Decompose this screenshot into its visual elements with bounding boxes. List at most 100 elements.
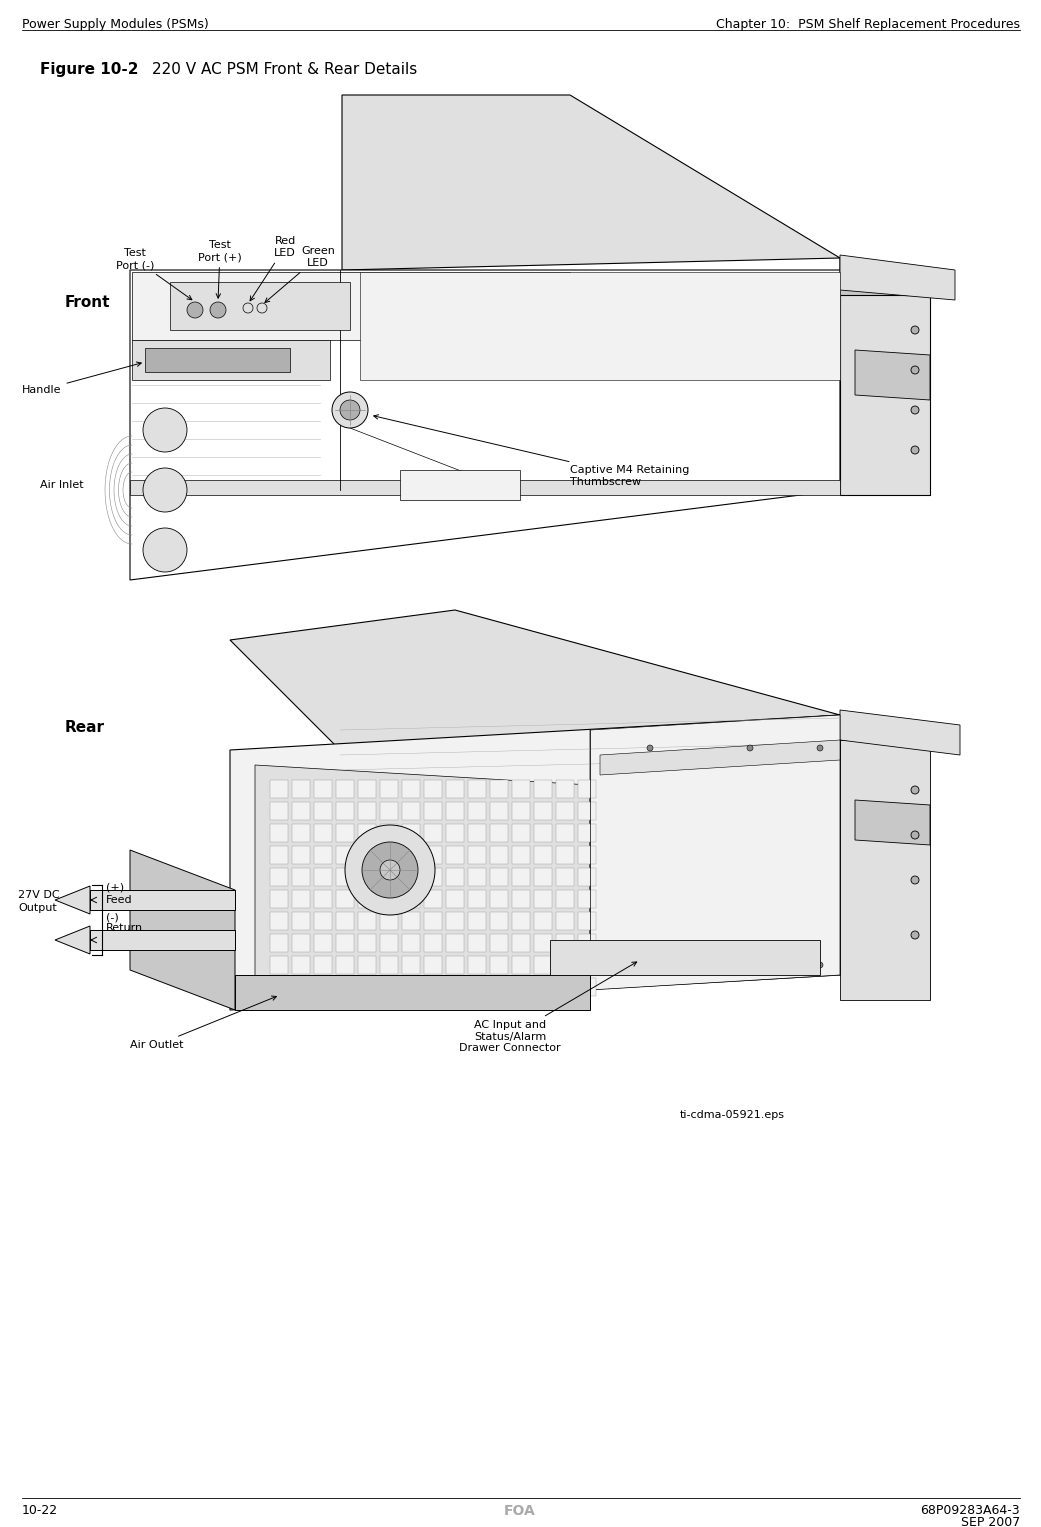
Polygon shape bbox=[402, 825, 420, 841]
Polygon shape bbox=[578, 890, 596, 909]
Text: Figure 10-2: Figure 10-2 bbox=[40, 63, 138, 76]
Polygon shape bbox=[446, 802, 464, 820]
Polygon shape bbox=[291, 977, 310, 996]
Text: 68P09283A64-3: 68P09283A64-3 bbox=[920, 1504, 1020, 1516]
Polygon shape bbox=[424, 825, 442, 841]
Polygon shape bbox=[490, 867, 508, 886]
Polygon shape bbox=[600, 741, 840, 776]
Text: Green
LED: Green LED bbox=[265, 246, 335, 302]
Text: ti-cdma-05921.eps: ti-cdma-05921.eps bbox=[680, 1110, 785, 1119]
Polygon shape bbox=[840, 741, 930, 1000]
Polygon shape bbox=[402, 935, 420, 951]
Polygon shape bbox=[255, 765, 590, 1005]
Polygon shape bbox=[314, 956, 332, 974]
Polygon shape bbox=[314, 977, 332, 996]
Polygon shape bbox=[446, 780, 464, 799]
Polygon shape bbox=[490, 912, 508, 930]
Polygon shape bbox=[534, 890, 552, 909]
Polygon shape bbox=[578, 846, 596, 864]
Polygon shape bbox=[534, 935, 552, 951]
Polygon shape bbox=[358, 912, 376, 930]
Polygon shape bbox=[145, 348, 290, 373]
Polygon shape bbox=[512, 890, 530, 909]
Polygon shape bbox=[556, 825, 574, 841]
Polygon shape bbox=[468, 912, 486, 930]
Text: FOA: FOA bbox=[504, 1504, 536, 1518]
Polygon shape bbox=[490, 802, 508, 820]
Polygon shape bbox=[446, 956, 464, 974]
Polygon shape bbox=[446, 825, 464, 841]
Circle shape bbox=[747, 962, 753, 968]
Polygon shape bbox=[380, 912, 398, 930]
Polygon shape bbox=[512, 935, 530, 951]
Polygon shape bbox=[270, 825, 288, 841]
Polygon shape bbox=[840, 255, 955, 299]
Polygon shape bbox=[336, 890, 354, 909]
Polygon shape bbox=[424, 935, 442, 951]
Circle shape bbox=[911, 876, 919, 884]
Polygon shape bbox=[534, 977, 552, 996]
Polygon shape bbox=[358, 867, 376, 886]
Text: 10-22: 10-22 bbox=[22, 1504, 58, 1516]
Circle shape bbox=[143, 408, 187, 452]
Polygon shape bbox=[468, 825, 486, 841]
Polygon shape bbox=[512, 825, 530, 841]
Polygon shape bbox=[578, 935, 596, 951]
Polygon shape bbox=[132, 341, 330, 380]
Polygon shape bbox=[556, 890, 574, 909]
Polygon shape bbox=[534, 802, 552, 820]
Circle shape bbox=[187, 302, 203, 318]
Polygon shape bbox=[490, 846, 508, 864]
Polygon shape bbox=[380, 846, 398, 864]
Polygon shape bbox=[468, 890, 486, 909]
Polygon shape bbox=[314, 867, 332, 886]
Polygon shape bbox=[578, 802, 596, 820]
Polygon shape bbox=[402, 912, 420, 930]
Polygon shape bbox=[556, 912, 574, 930]
Polygon shape bbox=[402, 802, 420, 820]
Polygon shape bbox=[132, 272, 570, 341]
Polygon shape bbox=[468, 846, 486, 864]
Circle shape bbox=[243, 302, 253, 313]
Polygon shape bbox=[291, 956, 310, 974]
Polygon shape bbox=[446, 890, 464, 909]
Polygon shape bbox=[468, 780, 486, 799]
Polygon shape bbox=[336, 956, 354, 974]
Polygon shape bbox=[424, 977, 442, 996]
Polygon shape bbox=[446, 867, 464, 886]
Polygon shape bbox=[314, 825, 332, 841]
Polygon shape bbox=[358, 977, 376, 996]
Polygon shape bbox=[336, 912, 354, 930]
Polygon shape bbox=[336, 867, 354, 886]
Polygon shape bbox=[270, 935, 288, 951]
Polygon shape bbox=[358, 846, 376, 864]
Circle shape bbox=[340, 400, 360, 420]
Polygon shape bbox=[270, 890, 288, 909]
Polygon shape bbox=[468, 935, 486, 951]
Polygon shape bbox=[291, 802, 310, 820]
Polygon shape bbox=[534, 956, 552, 974]
Circle shape bbox=[257, 302, 266, 313]
Polygon shape bbox=[550, 941, 820, 976]
Polygon shape bbox=[270, 977, 288, 996]
Polygon shape bbox=[358, 802, 376, 820]
Polygon shape bbox=[380, 890, 398, 909]
Polygon shape bbox=[468, 956, 486, 974]
Polygon shape bbox=[400, 470, 520, 499]
Polygon shape bbox=[230, 715, 840, 1009]
Polygon shape bbox=[336, 977, 354, 996]
Polygon shape bbox=[291, 890, 310, 909]
Polygon shape bbox=[291, 867, 310, 886]
Polygon shape bbox=[490, 825, 508, 841]
Polygon shape bbox=[336, 825, 354, 841]
Polygon shape bbox=[314, 846, 332, 864]
Polygon shape bbox=[402, 780, 420, 799]
Polygon shape bbox=[490, 935, 508, 951]
Polygon shape bbox=[336, 935, 354, 951]
Polygon shape bbox=[556, 846, 574, 864]
Polygon shape bbox=[534, 912, 552, 930]
Polygon shape bbox=[55, 886, 90, 915]
Polygon shape bbox=[402, 867, 420, 886]
Polygon shape bbox=[314, 802, 332, 820]
Polygon shape bbox=[270, 846, 288, 864]
